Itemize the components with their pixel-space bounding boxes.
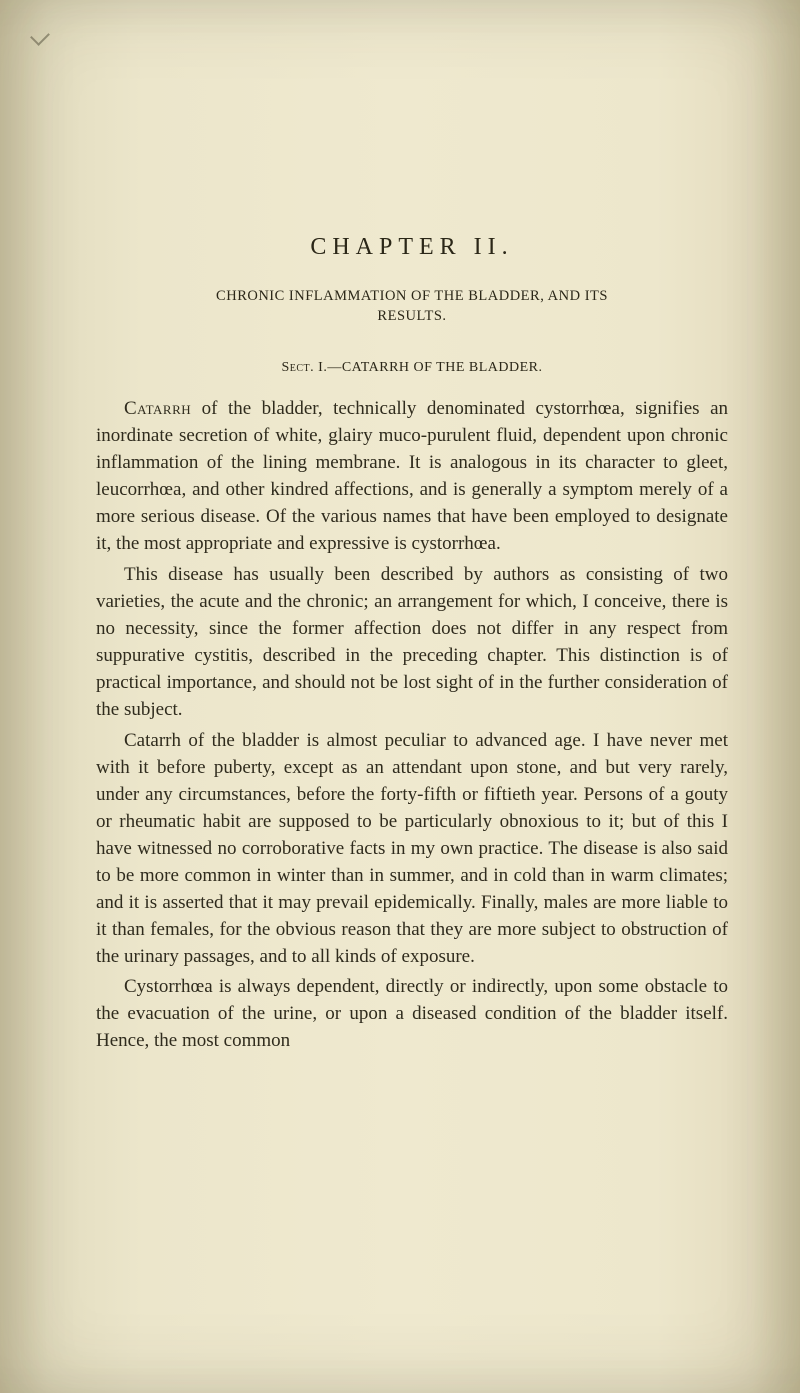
paragraph-2: This disease has usually been described … (96, 562, 728, 724)
paragraph-1: Catarrh of the bladder, technically deno… (96, 396, 728, 558)
chapter-subtitle-line2: RESULTS. (377, 308, 446, 324)
paragraph-4: Cystorrhœa is always dependent, directly… (96, 974, 728, 1055)
paragraph-1-lead: Catarrh (124, 398, 191, 419)
paragraph-3: Catarrh of the bladder is almost peculia… (96, 728, 728, 971)
chapter-subtitle: CHRONIC INFLAMMATION OF THE BLADDER, AND… (132, 287, 692, 326)
paragraph-1-rest: of the bladder, technically denominated … (96, 398, 728, 554)
page-content: CHAPTER II. CHRONIC INFLAMMATION OF THE … (96, 0, 728, 1393)
page-corner-mark (30, 26, 50, 46)
section-title: Sect. I.—CATARRH OF THE BLADDER. (96, 360, 728, 376)
chapter-title: CHAPTER II. (96, 234, 728, 261)
chapter-subtitle-line1: CHRONIC INFLAMMATION OF THE BLADDER, AND… (216, 288, 608, 304)
section-title-text: Sect. I.—CATARRH OF THE BLADDER. (281, 360, 542, 375)
